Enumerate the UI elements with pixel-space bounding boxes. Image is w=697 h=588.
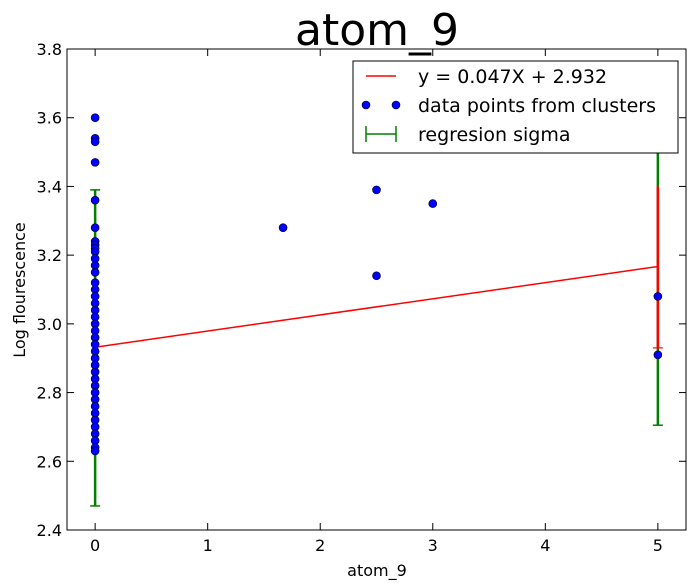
y-tick-label: 3.8 bbox=[37, 40, 62, 59]
data-point bbox=[372, 185, 381, 195]
legend-label: regresion sigma bbox=[418, 124, 571, 146]
legend-box bbox=[352, 60, 679, 154]
y-tick-label: 3.4 bbox=[37, 177, 62, 196]
data-point bbox=[90, 223, 100, 232]
y-tick-label: 2.6 bbox=[37, 452, 62, 471]
plot-area: 0 1 2 3 4 5 2.4 2.6 2.8 3.0 3.2 3.4 3.6 3.8 bbox=[37, 40, 687, 555]
x-axis-label: atom_9 bbox=[347, 561, 407, 581]
x-tick-label: 1 bbox=[203, 536, 213, 555]
y-axis-label: Log flourescence bbox=[10, 222, 29, 358]
legend-label: y = 0.047X + 2.932 bbox=[418, 66, 607, 88]
y-tick-label: 2.8 bbox=[37, 384, 62, 403]
legend-marker-handle bbox=[391, 100, 401, 110]
x-tick-label: 5 bbox=[653, 536, 663, 555]
chart-title: atom_9 bbox=[295, 5, 459, 56]
data-point bbox=[653, 292, 663, 301]
x-tick-label: 3 bbox=[428, 536, 438, 555]
data-point bbox=[90, 113, 100, 123]
data-point bbox=[90, 137, 100, 147]
legend-marker-handle bbox=[361, 100, 371, 110]
regression-line bbox=[95, 265, 658, 348]
data-point bbox=[653, 350, 663, 360]
data-point bbox=[90, 268, 100, 277]
y-tick-label: 3.2 bbox=[37, 246, 62, 265]
data-point bbox=[278, 223, 288, 232]
x-tick-label: 0 bbox=[90, 536, 100, 555]
x-tick-label: 4 bbox=[540, 536, 550, 555]
y-tick-label: 3.0 bbox=[37, 315, 62, 334]
data-point bbox=[428, 199, 438, 208]
legend-label: data points from clusters bbox=[418, 95, 656, 117]
y-tick-label: 3.6 bbox=[37, 109, 62, 128]
y-tick-label: 2.4 bbox=[37, 521, 62, 540]
data-point bbox=[90, 158, 100, 167]
data-point bbox=[372, 271, 381, 281]
legend: y = 0.047X + 2.932 data points from clust… bbox=[352, 60, 679, 154]
x-tick-label: 2 bbox=[315, 536, 325, 555]
axes-frame bbox=[66, 48, 687, 531]
data-point bbox=[90, 195, 100, 205]
data-point bbox=[90, 446, 100, 456]
